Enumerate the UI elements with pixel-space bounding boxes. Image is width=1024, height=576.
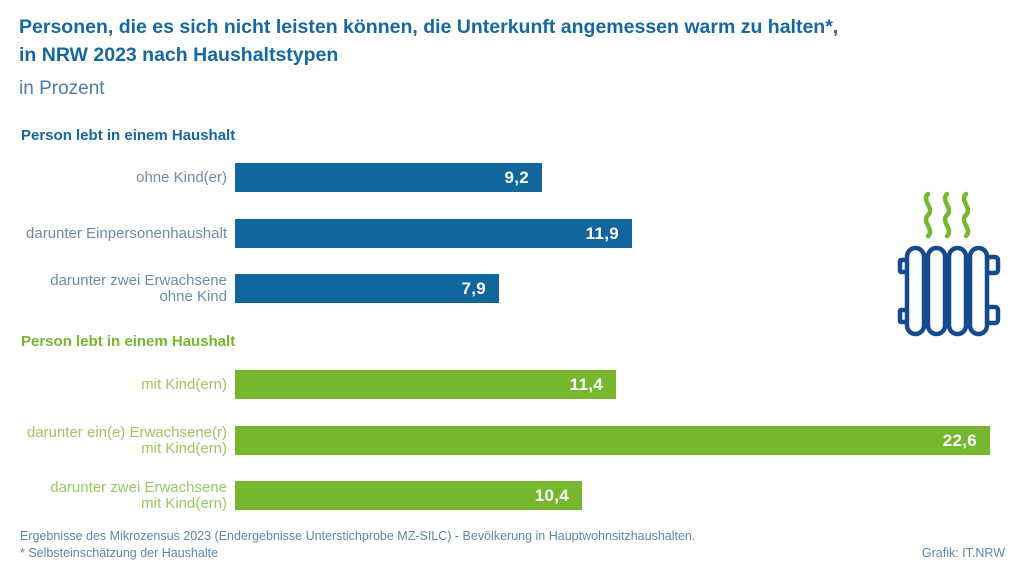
radiator-body-icon <box>897 245 1001 337</box>
source-note: Ergebnisse des Mikrozensus 2023 (Enderge… <box>20 529 696 543</box>
bar-value: 22,6 <box>942 430 977 450</box>
credit-note: Grafik: IT.NRW <box>921 546 1005 560</box>
bar: 9,2 <box>235 163 542 192</box>
heat-waves-icon <box>923 191 971 239</box>
bar: 22,6 <box>235 426 990 455</box>
bar-value: 11,9 <box>585 223 619 243</box>
title-line-2: in NRW 2023 nach Haushaltstypen <box>19 44 339 66</box>
radiator-icon <box>897 190 1001 340</box>
group-header: Person lebt in einem Haushalt <box>21 127 236 144</box>
bar-value: 7,9 <box>461 278 486 298</box>
group-header: Person lebt in einem Haushalt <box>21 333 236 350</box>
bar-value: 10,4 <box>534 485 569 505</box>
bar-label: ohne Kind(er) <box>136 168 227 186</box>
bar-label: darunter zwei Erwachsene ohne Kind <box>50 271 227 305</box>
title-line-1: Personen, die es sich nicht leisten könn… <box>19 16 839 38</box>
bar-label: darunter Einpersonenhaushalt <box>26 224 227 242</box>
bar: 11,9 <box>235 219 632 248</box>
bar-label: darunter zwei Erwachsene mit Kind(ern) <box>50 478 227 512</box>
bar: 7,9 <box>235 274 499 303</box>
bar-label: mit Kind(ern) <box>141 375 227 393</box>
bar-value: 11,4 <box>569 374 603 394</box>
chart-subtitle: in Prozent <box>19 78 105 99</box>
bar-label: darunter ein(e) Erwachsene(r) mit Kind(e… <box>26 423 227 457</box>
bar: 11,4 <box>235 370 616 399</box>
bar-value: 9,2 <box>504 167 529 187</box>
page-title: Personen, die es sich nicht leisten könn… <box>19 13 999 69</box>
asterisk-note: * Selbsteinschätzung der Haushalte <box>20 546 219 560</box>
bar: 10,4 <box>235 481 582 510</box>
